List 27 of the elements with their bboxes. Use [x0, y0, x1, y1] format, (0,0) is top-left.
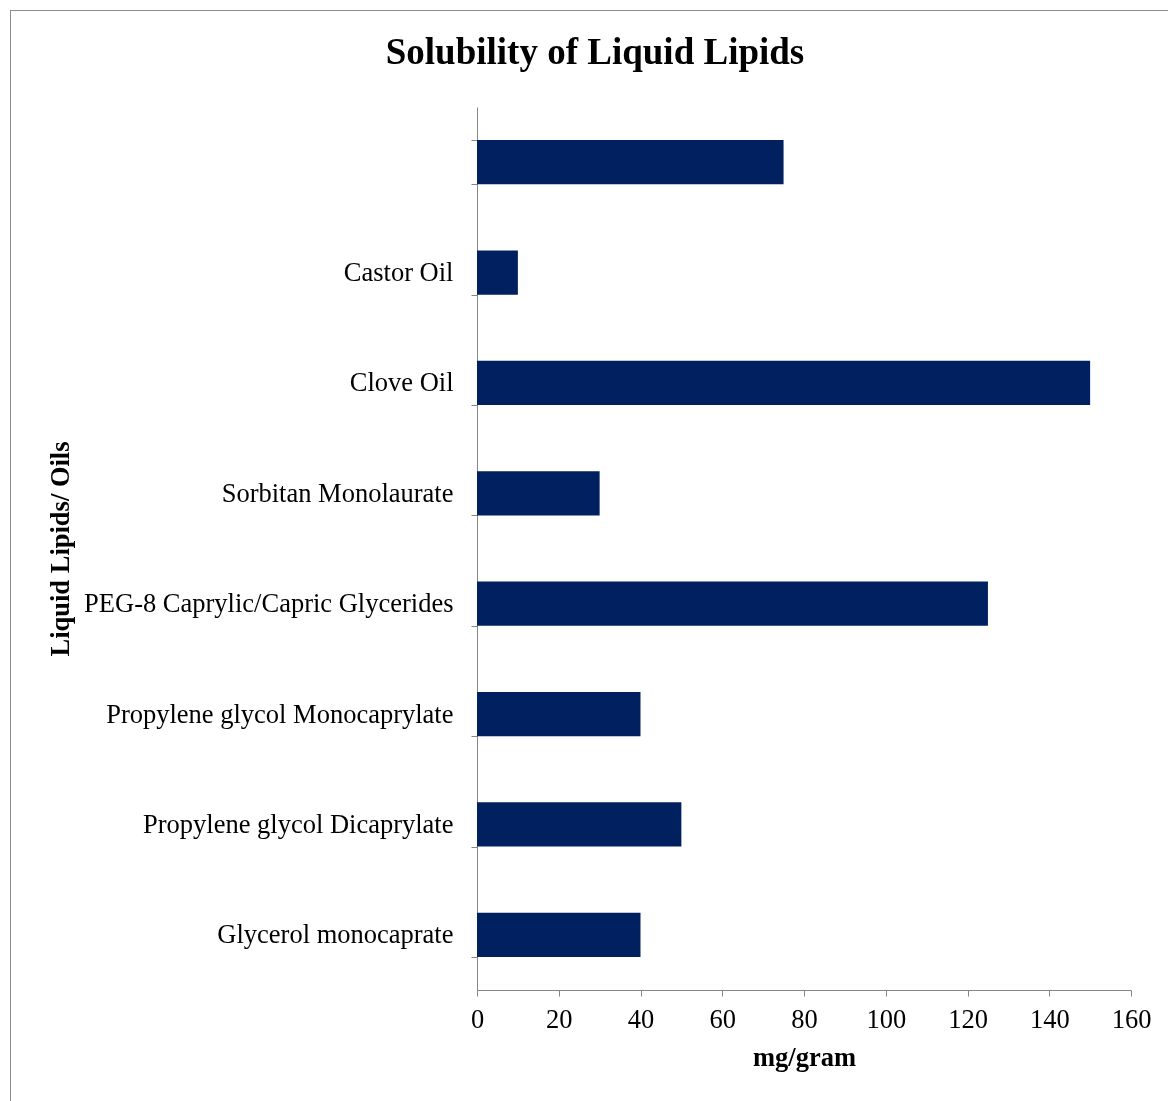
bar [477, 250, 518, 295]
x-tick-label: 80 [791, 1003, 818, 1034]
bar [477, 140, 784, 185]
y-tick-label: Sorbitan Monolaurate [221, 477, 454, 508]
bar [477, 471, 600, 516]
x-tick-label: 60 [709, 1003, 736, 1034]
y-tick-label: Propylene glycol Dicaprylate [142, 808, 454, 839]
y-axis-title: Liquid Lipids/ Oils [44, 441, 75, 657]
y-tick-label: Glycerol monocaprate [217, 919, 454, 950]
x-axis-title: mg/gram [752, 1042, 857, 1072]
y-tick-label: Propylene glycol Monocaprylate [106, 698, 454, 729]
bar [477, 912, 641, 957]
bar [477, 691, 641, 737]
x-tick-label: 40 [627, 1003, 655, 1034]
bar [477, 360, 1091, 406]
bar [477, 802, 682, 847]
x-tick-label: 160 [1111, 1003, 1152, 1034]
y-tick-label: Clove Oil [349, 367, 454, 398]
bar [477, 581, 988, 626]
y-tick-label: Castor Oil [343, 257, 454, 288]
x-tick-label: 120 [948, 1003, 988, 1034]
x-tick-label: 0 [470, 1003, 485, 1034]
x-tick-label: 100 [866, 1003, 907, 1034]
x-tick-label: 140 [1029, 1003, 1070, 1034]
chart-title: Solubility of Liquid Lipids [385, 31, 805, 72]
x-tick-label: 20 [546, 1003, 573, 1034]
y-tick-label: PEG-8 Caprylic/Capric Glycerides [84, 588, 454, 619]
